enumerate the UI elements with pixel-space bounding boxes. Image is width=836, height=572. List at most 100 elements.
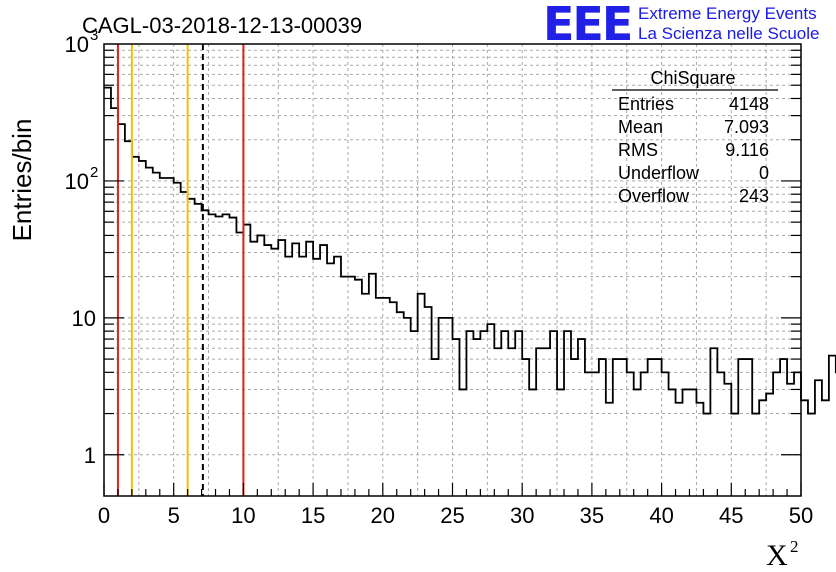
x-tick-label: 45 xyxy=(719,503,743,528)
histogram-bin xyxy=(620,359,627,496)
histogram-bin xyxy=(710,348,717,496)
histogram-bin xyxy=(501,331,508,496)
histogram-bin xyxy=(118,124,125,496)
histogram-bin xyxy=(264,245,271,496)
histogram-bin xyxy=(439,318,446,496)
histogram-bin xyxy=(529,389,536,496)
histogram-bin xyxy=(759,400,766,496)
histogram-bin xyxy=(717,372,724,496)
histogram-bin xyxy=(731,414,738,496)
histogram-bin xyxy=(801,400,808,496)
y-tick-label: 10 xyxy=(65,169,89,194)
histogram-bin xyxy=(278,240,285,496)
histogram-bin xyxy=(724,384,731,496)
histogram-bin xyxy=(773,372,780,496)
histogram-bin xyxy=(822,400,829,496)
histogram-bin xyxy=(132,157,139,496)
histogram-bin xyxy=(432,359,439,496)
histogram-bin xyxy=(146,168,153,496)
stats-box: ChiSquare Entries 4148 Mean 7.093 RMS 9.116 Un… xyxy=(612,68,778,206)
histogram-bin xyxy=(181,192,188,496)
stats-row-label: Underflow xyxy=(618,163,700,183)
histogram-bin xyxy=(229,218,236,496)
histogram-bin xyxy=(557,389,564,496)
histogram-bin xyxy=(257,235,264,496)
histogram-bin xyxy=(397,312,404,496)
histogram-bin xyxy=(453,339,460,496)
histogram-bin xyxy=(243,225,250,496)
histogram-bin xyxy=(390,302,397,496)
histogram-bin xyxy=(285,257,292,496)
histogram-bin xyxy=(787,384,794,496)
y-tick-label: 10 xyxy=(72,306,96,331)
histogram-bin xyxy=(543,348,550,496)
logo-line-2: La Scienza nelle Scuole xyxy=(638,24,819,43)
histogram-bin xyxy=(153,173,160,496)
x-tick-label: 15 xyxy=(301,503,325,528)
x-tick-label: 5 xyxy=(168,503,180,528)
histogram-bin xyxy=(738,359,745,496)
logo-line-1: Extreme Energy Events xyxy=(638,4,817,23)
histogram-bin xyxy=(752,414,759,496)
histogram-bin xyxy=(202,210,209,496)
x-axis-label-base: X xyxy=(766,539,788,572)
stats-row-value: 4148 xyxy=(729,94,769,114)
histogram-bin xyxy=(676,403,683,496)
histogram-bin xyxy=(188,199,195,496)
histogram-bin xyxy=(236,233,243,496)
histogram-bin xyxy=(160,178,167,496)
histogram-bin xyxy=(327,263,334,496)
histogram-bin xyxy=(383,298,390,496)
histogram-bin xyxy=(480,331,487,496)
histogram-bin xyxy=(425,307,432,496)
reference-lines xyxy=(116,44,245,496)
stats-rows: Entries 4148 Mean 7.093 RMS 9.116 Underflow 0 Ov… xyxy=(618,94,769,206)
chart-title: CAGL-03-2018-12-13-00039 xyxy=(82,13,362,38)
x-tick-label: 50 xyxy=(789,503,813,528)
stats-row-value: 0 xyxy=(759,163,769,183)
x-tick-label: 20 xyxy=(371,503,395,528)
stats-row-label: Overflow xyxy=(618,186,690,206)
histogram-bin xyxy=(139,161,146,496)
histogram-bin xyxy=(271,249,278,496)
histogram-bin xyxy=(550,331,557,496)
histogram-bin xyxy=(222,214,229,496)
histogram-bin xyxy=(599,359,606,496)
x-tick-label: 0 xyxy=(98,503,110,528)
histogram-bin xyxy=(111,108,118,496)
histogram-bin xyxy=(564,331,571,496)
y-tick-exponent: 2 xyxy=(90,164,98,181)
histogram-bin xyxy=(571,359,578,496)
histogram-bin xyxy=(585,372,592,496)
stats-row-label: Entries xyxy=(618,94,674,114)
histogram-bin xyxy=(522,359,529,496)
stats-row-label: Mean xyxy=(618,117,663,137)
y-tick-label: 1 xyxy=(84,443,96,468)
histogram-bin xyxy=(829,356,836,496)
histogram-bin xyxy=(487,324,494,496)
y-tick-exponent: 3 xyxy=(90,27,98,44)
histogram-bin xyxy=(195,204,202,496)
histogram-bin xyxy=(473,339,480,496)
histogram-bin xyxy=(745,359,752,496)
histogram-bin xyxy=(669,389,676,496)
histogram-bin xyxy=(536,348,543,496)
histogram-bin xyxy=(446,318,453,496)
histogram-bin xyxy=(125,141,132,496)
histogram-bin xyxy=(627,372,634,496)
histogram-bin xyxy=(299,257,306,496)
stats-row-value: 243 xyxy=(739,186,769,206)
histogram-bin xyxy=(508,348,515,496)
histogram-bin xyxy=(648,359,655,496)
histogram-bin xyxy=(808,414,815,496)
histogram-bin xyxy=(404,318,411,496)
x-tick-label: 10 xyxy=(231,503,255,528)
histogram-bin xyxy=(466,331,473,496)
histogram-bin xyxy=(641,372,648,496)
histogram xyxy=(104,86,836,496)
histogram-bin xyxy=(766,394,773,496)
histogram-bin xyxy=(334,257,341,496)
stats-row-value: 9.116 xyxy=(725,140,769,160)
histogram-bin xyxy=(703,414,710,496)
